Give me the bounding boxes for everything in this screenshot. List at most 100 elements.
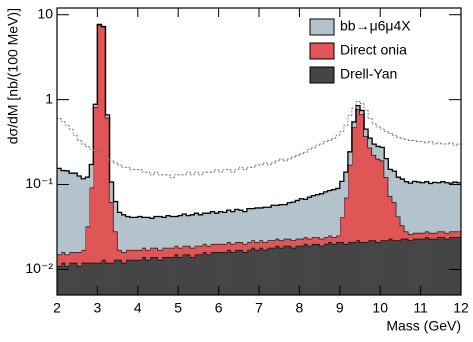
histogram-bar: [162, 257, 167, 295]
histogram-bar: [347, 164, 353, 243]
histogram-bar: [129, 217, 135, 250]
histogram-bar: [81, 262, 86, 295]
legend-label: bb→μ6μ4X: [340, 18, 411, 34]
histogram-bar: [327, 242, 333, 295]
histogram-bar: [331, 237, 337, 244]
legend-swatch: [309, 18, 335, 36]
histogram-bar: [149, 247, 155, 258]
histogram-bar: [246, 249, 252, 295]
histogram-bar: [424, 181, 429, 232]
histogram-bar: [360, 242, 365, 295]
histogram-bar: [77, 176, 82, 253]
histogram-bar: [347, 242, 353, 295]
histogram-bar: [456, 182, 462, 232]
histogram-bar: [335, 242, 341, 295]
histogram-bar: [254, 249, 260, 295]
histogram-bar: [105, 114, 110, 118]
histogram-bar: [315, 237, 320, 244]
histogram-bar: [384, 240, 389, 295]
histogram-bar: [267, 240, 272, 248]
histogram-bar: [61, 262, 66, 295]
histogram-bar: [73, 252, 78, 263]
histogram-bar: [170, 216, 175, 248]
x-tick-label: 10: [372, 300, 388, 316]
histogram-bar: [368, 147, 373, 241]
histogram-bar: [182, 245, 187, 255]
histogram-bar: [149, 257, 155, 295]
histogram-bar: [355, 240, 361, 295]
histogram-bar: [101, 259, 106, 295]
histogram-bar: [424, 231, 429, 238]
histogram-bar: [384, 177, 389, 241]
histogram-bar: [388, 169, 393, 197]
histogram-bar: [234, 209, 240, 243]
histogram-bar: [178, 257, 183, 295]
histogram-bar: [109, 182, 114, 203]
x-tick-label: 12: [453, 300, 469, 316]
histogram-bar: [97, 24, 102, 263]
histogram-bar: [448, 231, 454, 238]
histogram-bar: [218, 211, 223, 244]
histogram-bar: [436, 231, 442, 238]
histogram-bar: [307, 197, 312, 239]
histogram-bar: [428, 238, 434, 295]
histogram-bar: [275, 205, 280, 239]
histogram-bar: [259, 240, 264, 248]
histogram-bar: [303, 199, 308, 238]
x-tick-label: 7: [255, 300, 263, 316]
histogram-bar: [436, 182, 442, 232]
histogram-bar: [222, 252, 227, 295]
histogram-bar: [162, 247, 167, 258]
histogram-bar: [65, 170, 70, 255]
histogram-bar: [145, 217, 151, 250]
histogram-bar: [206, 245, 211, 255]
histogram-bar: [384, 158, 389, 178]
histogram-bar: [141, 217, 147, 248]
histogram-bar: [238, 242, 244, 250]
histogram-bar: [343, 197, 349, 244]
histogram-bar: [339, 217, 345, 243]
x-tick-label: 9: [336, 300, 344, 316]
histogram-bar: [117, 259, 122, 295]
histogram-bar: [166, 247, 171, 258]
histogram-bar: [222, 212, 227, 244]
y-axis-title: dσ/dM [nb/(100 MeV)]: [5, 8, 21, 144]
histogram-bar: [230, 211, 236, 244]
histogram-bar: [174, 216, 179, 246]
histogram-bar: [214, 213, 219, 244]
histogram-bar: [234, 249, 240, 295]
histogram-bar: [263, 249, 268, 295]
histogram-bar: [416, 238, 421, 295]
histogram-bar: [133, 217, 139, 250]
histogram-bar: [137, 216, 143, 250]
histogram-bar: [65, 265, 70, 295]
histogram-bar: [85, 226, 90, 263]
histogram-bar: [81, 178, 86, 250]
histogram-bar: [158, 216, 163, 250]
histogram-bar: [412, 238, 417, 295]
histogram-bar: [372, 240, 377, 295]
x-tick-label: 4: [134, 300, 142, 316]
histogram-bar: [198, 214, 203, 246]
histogram-bar: [254, 207, 260, 243]
x-tick-label: 11: [413, 300, 428, 316]
histogram-bar: [162, 217, 167, 248]
histogram-bar: [404, 238, 409, 295]
y-tick-label: 10: [37, 5, 53, 21]
histogram-bar: [77, 252, 82, 266]
histogram-bar: [404, 181, 409, 232]
histogram-bar: [69, 173, 74, 253]
histogram-bar: [206, 213, 211, 246]
histogram-bar: [267, 247, 272, 295]
histogram-bar: [202, 252, 207, 295]
histogram-bar: [283, 238, 288, 246]
histogram-bar: [440, 231, 446, 238]
histogram-bar: [121, 252, 126, 263]
histogram-bar: [153, 216, 159, 248]
histogram-bar: [448, 237, 454, 295]
histogram-bar: [355, 109, 361, 241]
histogram-bar: [279, 240, 284, 248]
histogram-bar: [218, 252, 223, 295]
histogram-bar: [327, 190, 333, 236]
histogram-bar: [210, 252, 215, 295]
